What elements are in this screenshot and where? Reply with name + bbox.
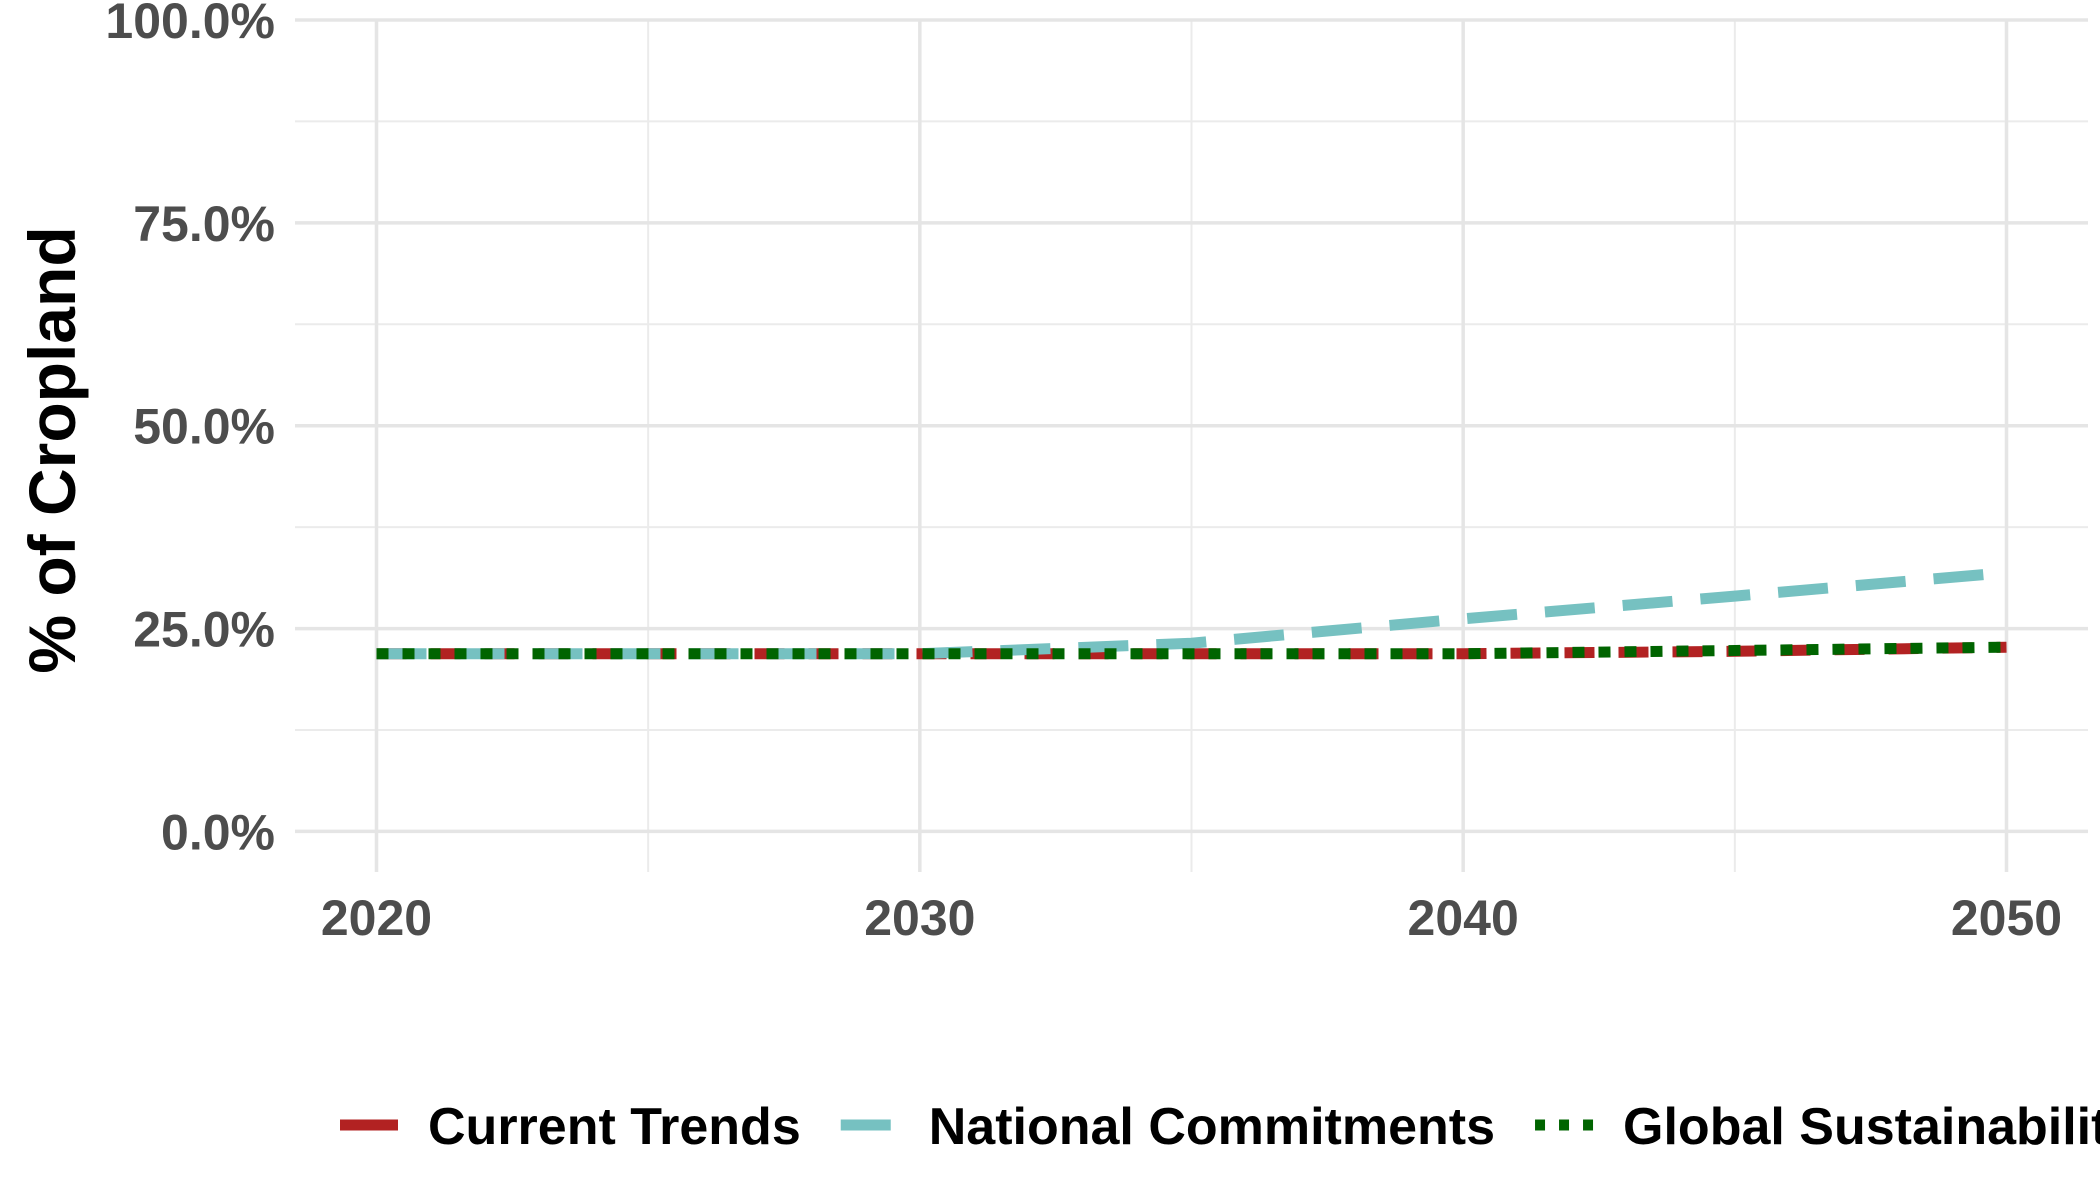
- x-tick-label: 2050: [1951, 890, 2062, 946]
- legend-label: Current Trends: [428, 1098, 801, 1156]
- series-line: [376, 641, 2007, 660]
- grid-lines: [295, 18, 2088, 872]
- x-tick-label: 2040: [1408, 890, 1519, 946]
- legend: Current Trends National Commitments Global…: [340, 1098, 2100, 1156]
- x-tick-label: 2030: [864, 890, 975, 946]
- y-axis-ticks: 0.0% 25.0% 50.0% 75.0% 100.0%: [105, 0, 275, 860]
- legend-label: Global Sustainability: [1623, 1098, 2100, 1156]
- y-tick-label: 75.0%: [133, 196, 275, 252]
- y-tick-label: 50.0%: [133, 399, 275, 455]
- legend-label: National Commitments: [929, 1098, 1495, 1156]
- y-tick-label: 25.0%: [133, 602, 275, 658]
- series-lines: [376, 567, 2007, 660]
- x-axis-ticks: 2020 2030 2040 2050: [321, 890, 2062, 946]
- y-tick-label: 0.0%: [161, 804, 275, 860]
- x-tick-label: 2020: [321, 890, 432, 946]
- y-axis-title: % of Cropland: [15, 226, 89, 673]
- y-tick-label: 100.0%: [105, 0, 275, 49]
